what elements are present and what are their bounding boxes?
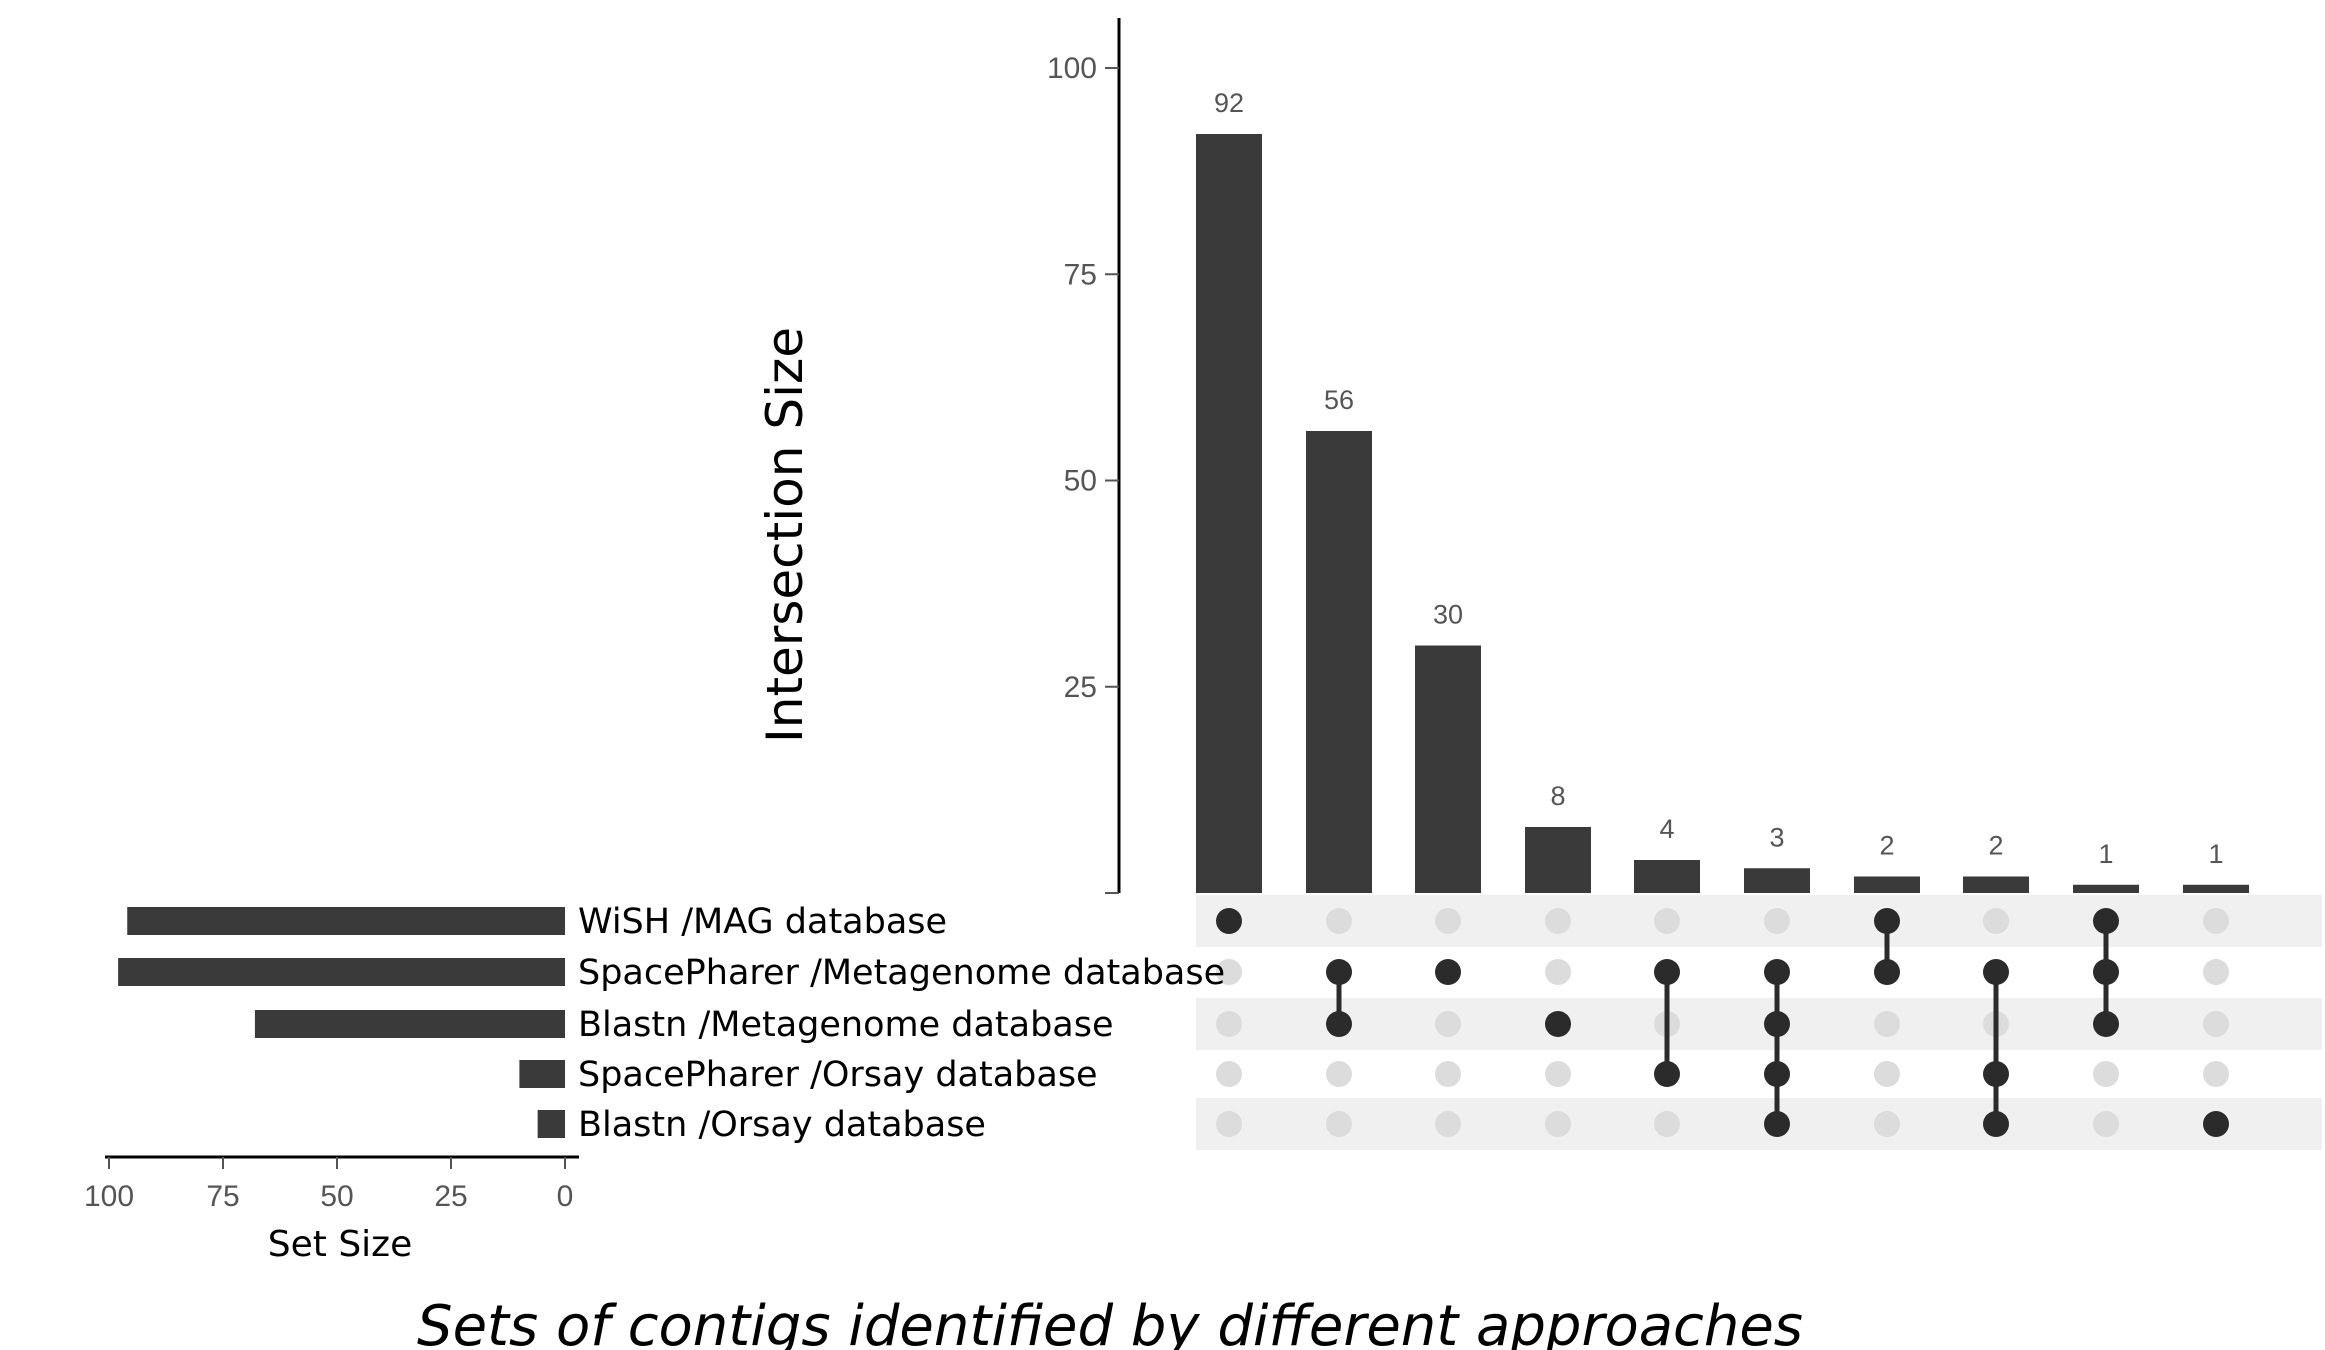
set-name-label: SpacePharer /Orsay database: [578, 1055, 1098, 1095]
matrix-dot-inactive: [1874, 1111, 1900, 1137]
matrix-dot-inactive: [1545, 1061, 1571, 1087]
matrix-dot-inactive: [1435, 1061, 1461, 1087]
set-size-tick-label: 100: [84, 1180, 134, 1213]
intersection-value-label: 92: [1214, 88, 1244, 118]
matrix-dot-active: [2203, 1111, 2229, 1137]
matrix-dot-inactive: [1545, 1111, 1571, 1137]
matrix-dot-active: [1874, 959, 1900, 985]
matrix-dot-inactive: [1435, 1011, 1461, 1037]
matrix-dot-inactive: [2203, 1011, 2229, 1037]
matrix-dot-inactive: [2203, 908, 2229, 934]
intersection-bar: [1744, 868, 1810, 893]
matrix-dot-inactive: [2203, 1061, 2229, 1087]
intersection-value-label: 4: [1659, 814, 1674, 844]
set-size-tick-label: 0: [557, 1180, 574, 1213]
set-size-axis: 100 75 50 25 0: [84, 1157, 579, 1213]
matrix-dot-inactive: [1326, 908, 1352, 934]
matrix-row-stripe: [1196, 1098, 2322, 1150]
intersection-bar: [1634, 860, 1700, 893]
set-size-tick-label: 50: [320, 1180, 353, 1213]
matrix-dot-inactive: [1216, 1111, 1242, 1137]
intersection-bar: [1306, 431, 1372, 893]
matrix-dot-active: [1326, 959, 1352, 985]
matrix-dot-active: [1764, 1011, 1790, 1037]
set-size-bar: [127, 907, 565, 935]
intersection-bars: 92 56 30 8 4 3 2 2 1 1: [1196, 88, 2249, 893]
intersection-bar: [1525, 827, 1591, 893]
matrix-dot-active: [1764, 959, 1790, 985]
matrix-row-stripe: [1196, 895, 2322, 947]
intersection-value-label: 3: [1769, 822, 1784, 852]
y-tick-label: 25: [1064, 671, 1097, 704]
intersection-bar: [2183, 885, 2249, 893]
set-size-tick-label: 25: [434, 1180, 467, 1213]
set-size-bar: [118, 958, 565, 986]
set-size-title: Set Size: [268, 1224, 412, 1265]
matrix-dot-active: [2093, 959, 2119, 985]
matrix-dot-inactive: [2093, 1061, 2119, 1087]
set-size-tick-label: 75: [206, 1180, 239, 1213]
intersection-value-label: 1: [2208, 839, 2223, 869]
matrix-dot-inactive: [1326, 1111, 1352, 1137]
matrix-dot-active: [1326, 1011, 1352, 1037]
matrix-dot-active: [1654, 1061, 1680, 1087]
set-size-bar: [255, 1010, 565, 1038]
matrix-dot-inactive: [2203, 959, 2229, 985]
matrix-dot-inactive: [1874, 1061, 1900, 1087]
intersection-value-label: 56: [1324, 385, 1354, 415]
matrix-dot-inactive: [1764, 908, 1790, 934]
intersection-value-label: 30: [1433, 600, 1463, 630]
intersection-bar: [1854, 877, 1920, 894]
intersection-value-label: 2: [1879, 831, 1894, 861]
set-name-label: WiSH /MAG database: [578, 902, 947, 942]
matrix-dot-inactive: [1216, 1061, 1242, 1087]
set-size-bar: [538, 1110, 565, 1138]
matrix-dot-inactive: [1326, 1061, 1352, 1087]
y-tick-label: 100: [1047, 52, 1097, 85]
y-tick-label: 50: [1064, 465, 1097, 498]
set-size-bars: [118, 907, 565, 1138]
matrix-dot-inactive: [1216, 1011, 1242, 1037]
set-size-bar: [519, 1060, 565, 1088]
matrix-dot-active: [1764, 1111, 1790, 1137]
matrix-dot-active: [2093, 1011, 2119, 1037]
matrix-row-stripe: [1196, 998, 2322, 1050]
matrix-dot-inactive: [1983, 908, 2009, 934]
matrix-dot-inactive: [1435, 908, 1461, 934]
set-name-label: SpacePharer /Metagenome database: [578, 953, 1225, 993]
matrix-stripes: [1196, 895, 2322, 1150]
matrix-dot-inactive: [1435, 1111, 1461, 1137]
matrix-dot-inactive: [2093, 1111, 2119, 1137]
set-name-label: Blastn /Metagenome database: [578, 1005, 1114, 1045]
matrix-dot-inactive: [1654, 1111, 1680, 1137]
matrix-dot-inactive: [1545, 959, 1571, 985]
matrix-dot-active: [1435, 959, 1461, 985]
set-name-label: Blastn /Orsay database: [578, 1105, 986, 1145]
matrix-dot-active: [1983, 1111, 2009, 1137]
set-names: WiSH /MAG database SpacePharer /Metagenom…: [578, 902, 1225, 1145]
y-tick-label: 75: [1064, 258, 1097, 291]
y-axis-title: Intersection Size: [756, 327, 814, 743]
matrix-dot-active: [1983, 1061, 2009, 1087]
intersection-bar: [1196, 134, 1262, 893]
intersection-value-label: 1: [2098, 839, 2113, 869]
intersection-y-axis: 25 50 75 100: [1047, 18, 1119, 893]
matrix-dot-active: [1983, 959, 2009, 985]
matrix-dot-active: [1764, 1061, 1790, 1087]
matrix-dot-active: [1216, 908, 1242, 934]
intersection-bar: [1415, 646, 1481, 894]
chart-caption: Sets of contigs identified by different …: [417, 1294, 1803, 1350]
intersection-bar: [1963, 877, 2029, 894]
matrix-dot-inactive: [1874, 1011, 1900, 1037]
matrix-dot-active: [1874, 908, 1900, 934]
intersection-value-label: 8: [1550, 781, 1565, 811]
intersection-value-label: 2: [1988, 831, 2003, 861]
matrix-dot-active: [2093, 908, 2119, 934]
matrix-dot-inactive: [1654, 908, 1680, 934]
intersection-bar: [2073, 885, 2139, 893]
matrix-dot-inactive: [1545, 908, 1571, 934]
matrix-dot-active: [1654, 959, 1680, 985]
matrix-dot-active: [1545, 1011, 1571, 1037]
